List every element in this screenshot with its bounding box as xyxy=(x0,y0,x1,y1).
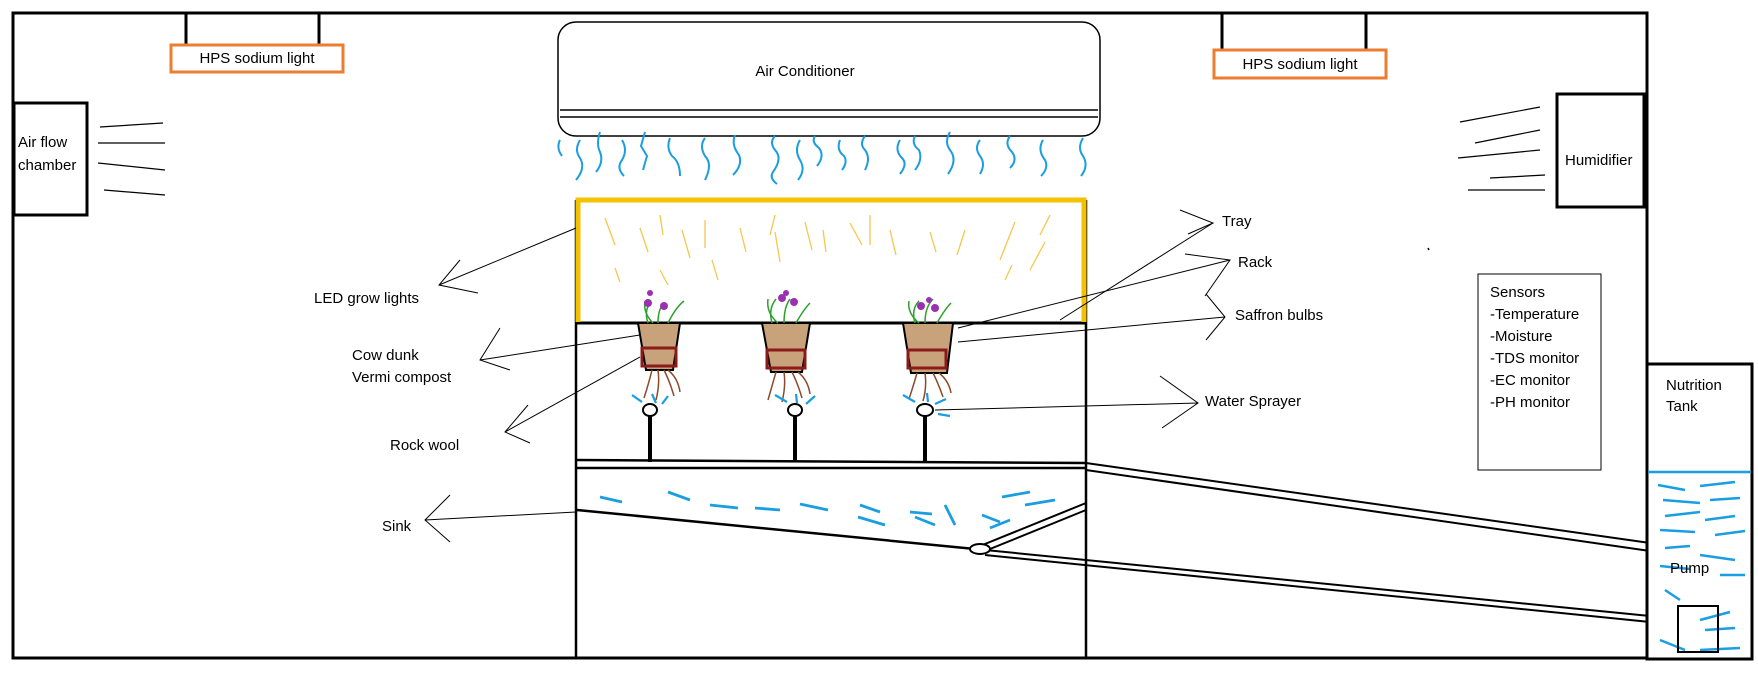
sensor-item-ph: -PH monitor xyxy=(1490,394,1570,411)
pump-label: Pump xyxy=(1670,560,1709,577)
plant-pot-1 xyxy=(636,290,685,401)
sensor-item-temperature: -Temperature xyxy=(1490,306,1579,323)
ac-airflow xyxy=(557,131,1087,185)
plant-pot-2 xyxy=(760,290,812,403)
hps-light-right: HPS sodium light xyxy=(1212,13,1388,80)
cow-label-line2: Vermi compost xyxy=(352,369,452,386)
tray-callout: Tray xyxy=(1059,209,1252,321)
water-sprayer-callout: Water Sprayer xyxy=(934,375,1301,429)
rock-wool-label: Rock wool xyxy=(390,437,459,454)
humidifier: Humidifier xyxy=(1427,92,1646,251)
humidifier-label: Humidifier xyxy=(1565,152,1633,169)
led-label: LED grow lights xyxy=(314,290,419,307)
plant-pot-3 xyxy=(901,297,955,402)
sensor-item-ec: -EC monitor xyxy=(1490,372,1570,389)
air-flow-label-line2: chamber xyxy=(18,157,76,174)
cow-label-line1: Cow dunk xyxy=(352,347,419,364)
rack-label: Rack xyxy=(1238,254,1273,271)
sensor-item-moisture: -Moisture xyxy=(1490,328,1553,345)
saffron-label: Saffron bulbs xyxy=(1235,307,1323,324)
water-sprayer-label: Water Sprayer xyxy=(1205,393,1301,410)
rock-wool-callout: Rock wool xyxy=(390,356,641,454)
sink-callout: Sink xyxy=(382,494,577,543)
tray-label: Tray xyxy=(1222,213,1252,230)
sink-water xyxy=(599,490,1056,530)
water-sprayers xyxy=(631,392,951,462)
sensors-title: Sensors xyxy=(1490,284,1545,301)
ac-label: Air Conditioner xyxy=(755,63,854,80)
air-flow-chamber: Air flow chamber xyxy=(12,101,166,217)
nutrition-label-line1: Nutrition xyxy=(1666,377,1722,394)
pipes-and-sink xyxy=(576,458,1687,623)
hps-right-label: HPS sodium light xyxy=(1242,56,1358,73)
led-callout: LED grow lights xyxy=(314,227,577,307)
hps-light-left: HPS sodium light xyxy=(169,13,345,74)
sensors-panel: Sensors -Temperature -Moisture -TDS moni… xyxy=(1477,273,1602,471)
nutrition-label-line2: Tank xyxy=(1666,398,1698,415)
sink-label: Sink xyxy=(382,518,412,535)
sensor-item-tds: -TDS monitor xyxy=(1490,350,1579,367)
rack-callout: Rack xyxy=(957,253,1273,329)
air-flow-label-line1: Air flow xyxy=(18,134,67,151)
nutrition-tank: Nutrition Tank Pump xyxy=(1645,362,1754,661)
air-conditioner: Air Conditioner xyxy=(557,21,1101,137)
saffron-callout: Saffron bulbs xyxy=(957,293,1323,343)
hps-left-label: HPS sodium light xyxy=(199,50,315,67)
room-outline xyxy=(11,11,1649,660)
cow-dung-callout: Cow dunk Vermi compost xyxy=(352,327,641,386)
led-grow-lights xyxy=(575,197,1087,322)
